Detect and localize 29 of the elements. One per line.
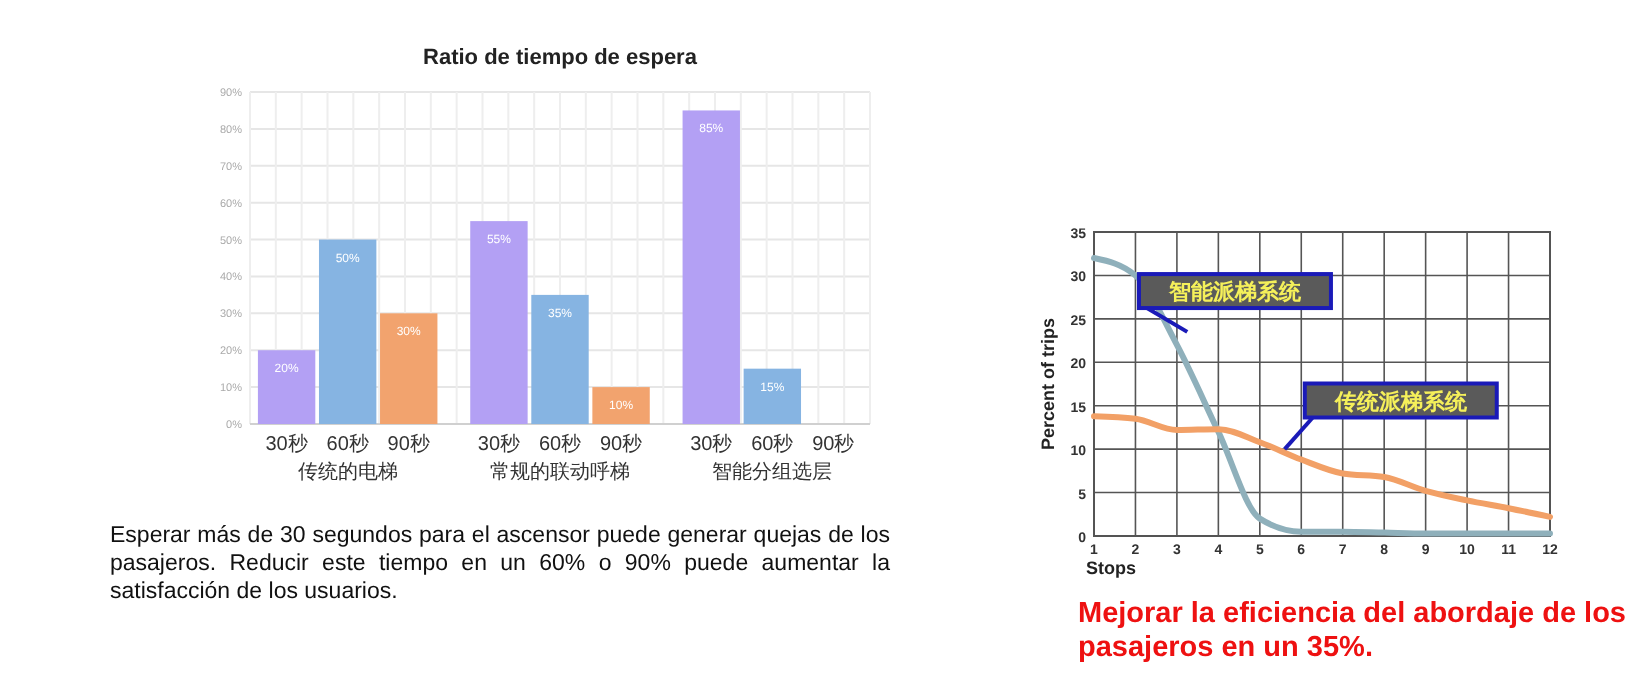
bar: [531, 294, 589, 424]
text: Mejorar la eficiencia del abordaje de los pasajeros en un 35%.: [1078, 598, 1628, 668]
text: 30秒: [690, 434, 733, 456]
bar: [318, 239, 377, 424]
x-tick-label: 智能分组选层: [712, 460, 833, 484]
bar: [743, 368, 802, 424]
x-tick-label: 常规的联动呼梯: [490, 460, 630, 484]
series-label: 90秒: [387, 432, 430, 456]
text: Esperar más de 30 segundos para el ascensor puede generar quejas de los pasajeros. Reducir este tiempo en un 60% o 90% puede aumentar la satisfacción de los usuarios.: [110, 524, 890, 607]
text: 传统派梯系统: [1332, 388, 1469, 415]
series-label: 30秒: [265, 432, 308, 456]
text: 90秒: [812, 434, 855, 456]
text: 60秒: [751, 434, 794, 456]
x-axis-title: Stops: [1086, 558, 1137, 578]
text: 90秒: [599, 434, 643, 456]
chart-title: Ratio de tiempo de espera: [423, 46, 699, 70]
x-tick-label: 传统的电梯: [297, 460, 398, 484]
bar: [592, 387, 650, 424]
y-axis-title: Percent of trips: [1038, 317, 1058, 451]
bar: [257, 350, 316, 424]
bar: [682, 110, 740, 424]
bar: [380, 313, 438, 424]
series-label: 60秒: [326, 432, 369, 456]
series-label: 智能派梯系统: [1166, 279, 1303, 306]
text: 30秒: [477, 434, 521, 456]
text: 60秒: [538, 434, 582, 456]
bar: [470, 221, 528, 424]
line-series: [1091, 413, 1553, 520]
line-series: [1091, 255, 1553, 537]
